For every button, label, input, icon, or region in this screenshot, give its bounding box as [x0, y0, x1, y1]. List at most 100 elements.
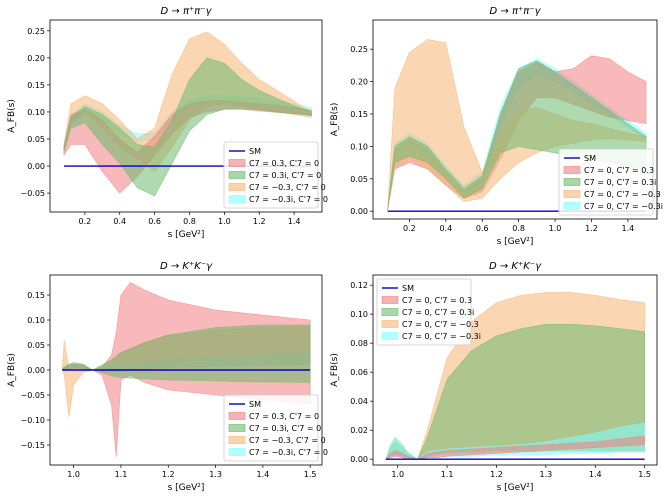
- legend-swatch-orange: [381, 320, 399, 328]
- y-axis-label: A_FB(s): [7, 99, 17, 133]
- x-tick-label: 0.6: [148, 217, 161, 226]
- plot-area: [384, 292, 645, 460]
- legend: SM C7 = 0, C'7 = 0.3 C7 = 0, C'7 = 0.3i C7 …: [558, 148, 663, 216]
- band-red: [384, 435, 645, 460]
- legend-entry: C7 = 0.3i, C'7 = 0: [249, 424, 321, 433]
- legend-entry: C7 = 0.3, C'7 = 0: [249, 159, 319, 168]
- y-tick-label: 0.25: [350, 45, 368, 54]
- y-tick-label: −0.05: [20, 391, 45, 400]
- x-tick-label: 1.0: [391, 470, 404, 479]
- y-tick-label: 0.25: [27, 27, 45, 36]
- y-tick-label: 0.00: [27, 162, 45, 171]
- y-axis-label: A_FB(s): [7, 353, 17, 387]
- y-tick-label: 0.12: [350, 281, 368, 290]
- band-green: [63, 57, 312, 197]
- legend-entry: C7 = 0, C'7 = −0.3i: [584, 202, 663, 211]
- legend-swatch-cyan: [228, 195, 246, 203]
- legend-swatch-orange: [228, 436, 246, 444]
- legend-entry: C7 = −0.3, C'7 = 0: [249, 436, 326, 445]
- panel-title: D → π⁺π⁻γ: [490, 6, 542, 17]
- legend-box: [376, 278, 472, 346]
- x-tick-label: 1.2: [585, 224, 598, 233]
- y-tick-label: 0.02: [350, 426, 368, 435]
- legend-swatch-cyan: [381, 332, 399, 340]
- x-tick-label: 1.5: [304, 470, 317, 479]
- legend-swatch-green: [228, 424, 246, 432]
- x-tick-label: 0.4: [113, 217, 126, 226]
- legend-entry: C7 = −0.3i, C'7 = 0: [249, 195, 328, 204]
- panel-title: D → K⁺K⁻γ: [489, 261, 542, 272]
- x-tick-label: 0.6: [476, 224, 489, 233]
- x-tick-label: 1.0: [218, 217, 231, 226]
- y-tick-label: 0.05: [350, 175, 368, 184]
- legend-swatch-cyan: [563, 202, 581, 210]
- x-axis-label: s [GeV²]: [497, 483, 534, 493]
- y-tick-label: 0.04: [350, 397, 368, 406]
- legend-entry: C7 = 0, C'7 = 0.3i: [584, 178, 656, 187]
- legend-entry: SM: [249, 147, 261, 156]
- legend-entry: C7 = 0, C'7 = −0.3i: [402, 332, 481, 341]
- x-tick-label: 0.8: [183, 217, 196, 226]
- y-tick-label: 0.08: [350, 339, 368, 348]
- legend: SM C7 = 0.3, C'7 = 0 C7 = 0.3i, C'7 = 0 C7 …: [223, 394, 328, 462]
- y-tick-label: 0.15: [27, 81, 45, 90]
- y-tick-label: 0.15: [350, 110, 368, 119]
- legend-entry: C7 = 0, C'7 = 0.3: [584, 166, 654, 175]
- y-tick-label: 0.10: [27, 108, 45, 117]
- plot-area: [63, 31, 312, 197]
- legend-entry: C7 = −0.3, C'7 = 0: [249, 183, 326, 192]
- x-tick-label: 1.2: [253, 217, 266, 226]
- panel-1: 0.2 0.4 0.6 0.8 1.0 1.2 1.4 −0.05 0.00 0.05 0.10 0.…: [7, 6, 328, 240]
- legend: SM C7 = 0, C'7 = 0.3 C7 = 0, C'7 = 0.3i C7 …: [376, 278, 481, 346]
- x-tick-label: 1.2: [490, 470, 503, 479]
- band-green: [62, 324, 311, 383]
- legend-swatch-orange: [563, 190, 581, 198]
- x-tick-label: 1.2: [162, 470, 175, 479]
- legend-entry: SM: [249, 400, 261, 409]
- legend-swatch-green: [381, 308, 399, 316]
- y-tick-label: 0.20: [350, 78, 368, 87]
- y-tick-label: 0.06: [350, 368, 368, 377]
- legend-swatch-orange: [228, 183, 246, 191]
- y-tick-label: −0.15: [20, 441, 45, 450]
- x-tick-label: 0.4: [439, 224, 452, 233]
- axes-frame: [49, 19, 323, 213]
- x-tick-label: 1.4: [257, 470, 270, 479]
- axes-frame: [372, 19, 658, 220]
- legend: SM C7 = 0.3, C'7 = 0 C7 = 0.3i, C'7 = 0 C7 …: [223, 141, 328, 209]
- y-tick-label: 0.00: [350, 455, 368, 464]
- legend-entry: C7 = 0.3i, C'7 = 0: [249, 171, 321, 180]
- y-tick-label: 0.15: [27, 291, 45, 300]
- y-axis-label: A_FB(s): [330, 103, 340, 137]
- legend-swatch-green: [563, 178, 581, 186]
- x-tick-label: 1.0: [67, 470, 80, 479]
- y-tick-label: −0.10: [20, 416, 45, 425]
- y-tick-label: −0.05: [20, 189, 45, 198]
- panel-title: D → K⁺K⁻γ: [160, 261, 213, 272]
- legend-swatch-green: [228, 171, 246, 179]
- legend-entry: SM: [402, 284, 414, 293]
- x-tick-label: 1.4: [589, 470, 602, 479]
- legend-swatch-red: [563, 166, 581, 174]
- x-tick-label: 1.1: [441, 470, 454, 479]
- legend-entry: SM: [584, 154, 596, 163]
- x-tick-label: 0.8: [512, 224, 525, 233]
- legend-box: [558, 148, 654, 216]
- legend-entry: C7 = −0.3i, C'7 = 0: [249, 448, 328, 457]
- x-tick-label: 0.2: [403, 224, 416, 233]
- x-axis-label: s [GeV²]: [168, 230, 205, 240]
- y-tick-label: 0.05: [27, 341, 45, 350]
- panel-4: 1.0 1.1 1.2 1.3 1.4 1.5 0.00 0.02 0.04 0.06 0.08 0.…: [330, 261, 658, 493]
- y-tick-label: 0.00: [27, 366, 45, 375]
- y-tick-label: 0.05: [27, 135, 45, 144]
- panel-3: 1.0 1.1 1.2 1.3 1.4 1.5 −0.15 −0.10 −0.05 0.00 0.0…: [7, 261, 328, 493]
- legend-box: [223, 141, 319, 209]
- y-tick-label: 0.10: [350, 310, 368, 319]
- axes-frame: [372, 274, 658, 466]
- legend-entry: C7 = 0, C'7 = −0.3: [402, 320, 479, 329]
- y-tick-label: 0.10: [350, 142, 368, 151]
- legend-entry: C7 = 0, C'7 = 0.3: [402, 296, 472, 305]
- y-tick-label: 0.10: [27, 316, 45, 325]
- x-tick-label: 0.2: [79, 217, 92, 226]
- legend-swatch-red: [228, 159, 246, 167]
